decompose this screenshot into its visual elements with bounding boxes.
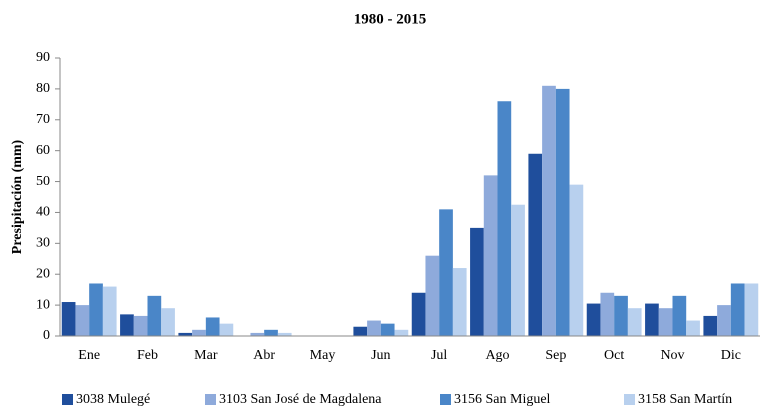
legend-swatch [624,394,635,405]
bar [264,329,278,336]
y-tick-label: 60 [36,143,50,158]
bar [744,283,759,336]
bar [511,204,525,336]
y-tick-label: 40 [36,205,50,220]
x-tick-label: Dic [721,348,741,363]
bar [452,268,467,336]
bar [133,315,148,336]
y-tick-label: 0 [43,328,50,343]
x-tick-label: Mar [194,348,218,363]
bar [569,184,584,336]
legend-swatch [62,394,73,405]
bar [120,314,134,336]
x-tick-label: Jun [371,348,390,363]
bar [542,85,556,336]
legend-label: 3038 Mulegé [76,392,150,407]
legend-label: 3103 San José de Magdalena [219,392,382,407]
bar [89,283,103,336]
y-tick-label: 20 [36,266,50,281]
bar [425,255,440,336]
bar [161,308,175,336]
bar [219,323,234,336]
bar [380,323,395,336]
bar [102,286,117,336]
bar [586,303,601,336]
x-tick-label: May [310,348,336,363]
bar [192,329,206,336]
legend-label: 3158 San Martín [638,392,732,407]
bar [353,326,368,336]
bar [147,295,162,336]
bar [205,317,220,336]
x-tick-label: Feb [137,348,158,363]
x-tick-label: Oct [604,348,624,363]
bar [672,295,687,336]
bar [658,308,673,336]
x-tick-label: Nov [660,348,684,363]
bar [717,305,731,336]
bar [250,332,265,336]
y-tick-label: 50 [36,174,50,189]
bar [497,101,512,336]
bar [600,292,615,336]
y-tick-label: 80 [36,81,50,96]
y-tick-label: 90 [36,50,50,65]
y-tick-label: 30 [36,236,50,251]
x-tick-label: Sep [545,348,566,363]
bar [645,303,659,336]
bar [686,320,700,336]
legend-swatch [440,394,451,405]
bar [703,315,718,336]
x-tick-label: Ago [485,348,509,363]
y-axis-label: Presipitación (mm) [10,139,25,254]
legend-label: 3156 San Miguel [454,392,551,407]
bar [614,295,628,336]
bar [627,308,642,336]
bar [61,302,76,336]
bar [75,305,90,336]
bar [394,329,409,336]
bar [555,88,570,336]
bar [483,175,498,336]
chart-title: 1980 - 2015 [354,11,427,27]
x-tick-label: Jul [431,348,447,363]
legend-swatch [205,394,216,405]
y-tick-label: 10 [36,297,50,312]
bar [178,332,193,336]
bar [730,283,745,336]
bar [528,153,543,336]
bar [439,209,453,336]
x-tick-label: Ene [78,348,100,363]
x-tick-label: Abr [253,348,275,363]
bar [277,332,292,336]
bar [411,292,426,336]
y-tick-label: 70 [36,112,50,127]
bar [367,320,381,336]
bar [470,227,484,336]
